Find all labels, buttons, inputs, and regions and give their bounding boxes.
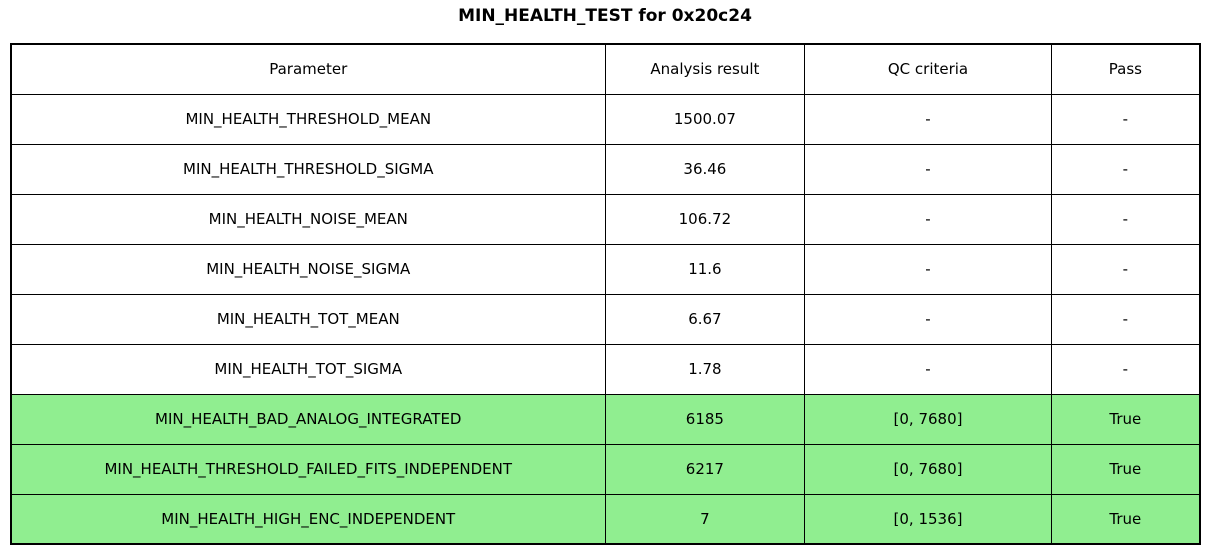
result-cell: 1.78 [604,343,806,395]
pass-cell: True [1050,393,1201,445]
pass-cell: - [1050,93,1201,145]
table-row: MIN_HEALTH_THRESHOLD_SIGMA 36.46 - - [10,143,1201,195]
qc-results-table: Parameter Analysis result QC criteria Pa… [10,43,1201,545]
parameter-cell: MIN_HEALTH_TOT_SIGMA [10,343,606,395]
table-row: MIN_HEALTH_NOISE_MEAN 106.72 - - [10,193,1201,245]
qc-criteria-cell: [0, 7680] [804,443,1052,495]
parameter-cell: MIN_HEALTH_BAD_ANALOG_INTEGRATED [10,393,606,445]
parameter-cell: MIN_HEALTH_NOISE_MEAN [10,193,606,245]
result-cell: 7 [604,493,806,545]
parameter-cell: MIN_HEALTH_HIGH_ENC_INDEPENDENT [10,493,606,545]
table-row: MIN_HEALTH_THRESHOLD_MEAN 1500.07 - - [10,93,1201,145]
result-cell: 6185 [604,393,806,445]
qc-criteria-cell: - [804,243,1052,295]
result-cell: 106.72 [604,193,806,245]
pass-cell: True [1050,493,1201,545]
pass-cell: - [1050,343,1201,395]
result-cell: 6217 [604,443,806,495]
parameter-cell: MIN_HEALTH_TOT_MEAN [10,293,606,345]
column-header-parameter: Parameter [10,43,606,95]
figure-title: MIN_HEALTH_TEST for 0x20c24 [458,6,752,26]
table-header: Parameter Analysis result QC criteria Pa… [10,43,1201,95]
column-header-qc-criteria: QC criteria [804,43,1052,95]
parameter-cell: MIN_HEALTH_THRESHOLD_SIGMA [10,143,606,195]
column-header-pass: Pass [1050,43,1201,95]
pass-cell: - [1050,293,1201,345]
header-row: Parameter Analysis result QC criteria Pa… [10,43,1201,95]
qc-criteria-cell: [0, 7680] [804,393,1052,445]
result-cell: 6.67 [604,293,806,345]
qc-criteria-cell: - [804,93,1052,145]
table-row-passed: MIN_HEALTH_BAD_ANALOG_INTEGRATED 6185 [0… [10,393,1201,445]
qc-criteria-cell: - [804,343,1052,395]
table-row: MIN_HEALTH_TOT_SIGMA 1.78 - - [10,343,1201,395]
result-cell: 11.6 [604,243,806,295]
pass-cell: - [1050,243,1201,295]
column-header-analysis-result: Analysis result [604,43,806,95]
qc-criteria-cell: - [804,143,1052,195]
result-cell: 36.46 [604,143,806,195]
parameter-cell: MIN_HEALTH_THRESHOLD_MEAN [10,93,606,145]
pass-cell: True [1050,443,1201,495]
pass-cell: - [1050,143,1201,195]
qc-criteria-cell: [0, 1536] [804,493,1052,545]
table-body: MIN_HEALTH_THRESHOLD_MEAN 1500.07 - - MI… [10,93,1201,545]
parameter-cell: MIN_HEALTH_THRESHOLD_FAILED_FITS_INDEPEN… [10,443,606,495]
table-row-passed: MIN_HEALTH_HIGH_ENC_INDEPENDENT 7 [0, 15… [10,493,1201,545]
qc-criteria-cell: - [804,193,1052,245]
pass-cell: - [1050,193,1201,245]
table-row-passed: MIN_HEALTH_THRESHOLD_FAILED_FITS_INDEPEN… [10,443,1201,495]
parameter-cell: MIN_HEALTH_NOISE_SIGMA [10,243,606,295]
table-row: MIN_HEALTH_TOT_MEAN 6.67 - - [10,293,1201,345]
table-row: MIN_HEALTH_NOISE_SIGMA 11.6 - - [10,243,1201,295]
qc-criteria-cell: - [804,293,1052,345]
result-cell: 1500.07 [604,93,806,145]
